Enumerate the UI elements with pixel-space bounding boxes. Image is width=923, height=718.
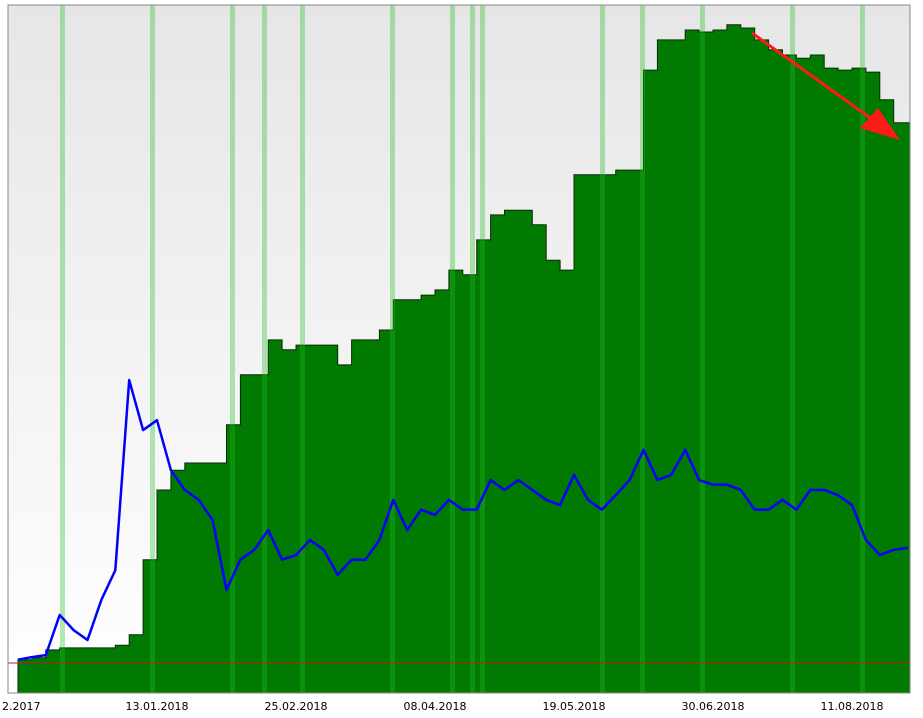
price-line — [17, 378, 908, 661]
stripe — [860, 5, 865, 693]
stripe — [470, 5, 475, 693]
plot-area — [17, 5, 910, 693]
stripe — [480, 5, 485, 693]
stripe — [790, 5, 795, 693]
x-tick-label: 30.06.2018 — [682, 700, 745, 713]
x-tick-label: 13.01.2018 — [126, 700, 189, 713]
x-tick-label: 11.08.2018 — [821, 700, 884, 713]
annotation-arrow — [751, 31, 900, 140]
stripe — [60, 5, 65, 693]
stripe — [230, 5, 235, 693]
plot-frame — [7, 4, 911, 694]
x-tick-label: 19.05.2018 — [543, 700, 606, 713]
x-tick-label: 2.2017 — [2, 700, 41, 713]
stripe — [700, 5, 705, 693]
stripe — [262, 5, 267, 693]
stripe — [640, 5, 645, 693]
equity-area — [17, 24, 910, 693]
stripe — [300, 5, 305, 693]
stripe — [600, 5, 605, 693]
x-tick-label: 25.02.2018 — [265, 700, 328, 713]
stripe — [390, 5, 395, 693]
stripe — [450, 5, 455, 693]
stripe — [150, 5, 155, 693]
x-tick-label: 08.04.2018 — [404, 700, 467, 713]
